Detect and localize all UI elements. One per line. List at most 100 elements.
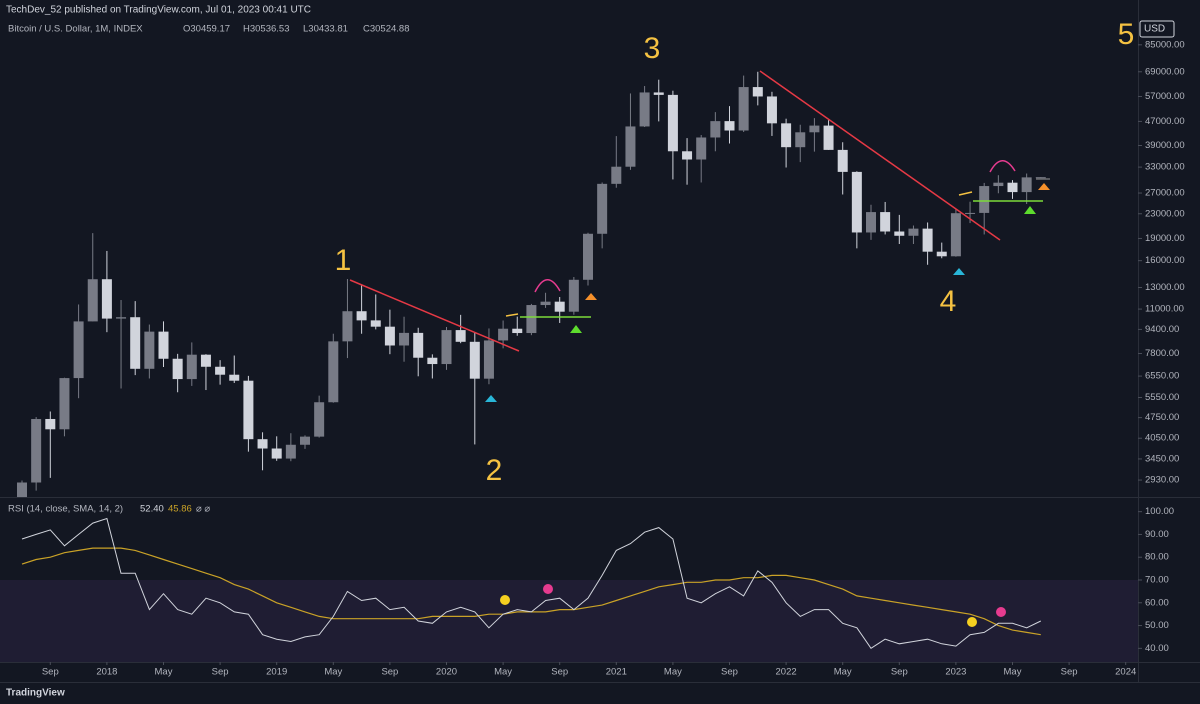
annotations: 1 2 3 4 5 — [335, 18, 1135, 487]
candle-body — [568, 279, 579, 312]
candle-body — [328, 341, 339, 403]
candle-body — [200, 354, 211, 367]
x-tick-label: 2018 — [96, 667, 117, 678]
candle-body — [257, 439, 268, 449]
y-tick-label: 4750.00 — [1145, 412, 1179, 423]
candle-body — [526, 305, 537, 334]
y-tick-label: 60.00 — [1145, 597, 1169, 608]
candle-body — [17, 482, 27, 497]
y-tick-label: 2930.00 — [1145, 475, 1179, 486]
ohlc-value: H30536.53 — [243, 24, 289, 35]
candle-body — [922, 228, 933, 252]
x-tick-label: Sep — [551, 667, 568, 678]
y-tick-label: 23000.00 — [1145, 208, 1185, 219]
rsi-dot — [500, 595, 510, 605]
publisher: TechDev_52 published on TradingView.com,… — [6, 5, 311, 16]
candle-body — [271, 448, 282, 459]
x-tick-label: Sep — [212, 667, 229, 678]
candle-body — [1021, 177, 1032, 193]
x-tick-label: Sep — [1061, 667, 1078, 678]
candle-body — [172, 358, 183, 380]
rsi-dot — [543, 584, 553, 594]
candle-body — [314, 402, 325, 437]
brand: TradingView — [6, 688, 65, 699]
x-tick-label: 2020 — [436, 667, 457, 678]
candle-body — [724, 121, 735, 131]
candle-body — [370, 320, 381, 327]
candle-body — [597, 183, 608, 234]
candle-body — [979, 186, 990, 213]
candle-body — [682, 151, 693, 160]
candle-body — [342, 311, 353, 342]
trend-line — [759, 70, 1001, 241]
candle-body — [851, 171, 862, 233]
candle-body — [696, 137, 707, 160]
signal-up — [1024, 206, 1036, 214]
candle-body — [384, 326, 395, 346]
candle-body — [399, 332, 410, 346]
wave-label: 3 — [644, 32, 661, 65]
ohlc-value: O30459.17 — [183, 24, 230, 35]
y-tick-label: 70.00 — [1145, 575, 1169, 586]
candle-body — [965, 212, 976, 214]
candle-body — [130, 317, 141, 369]
signal-up — [1038, 183, 1050, 190]
candle-body — [186, 354, 197, 380]
candle-body — [625, 126, 636, 167]
candle-body — [73, 321, 84, 379]
x-tick-label: Sep — [891, 667, 908, 678]
y-tick-label: 40.00 — [1145, 643, 1169, 654]
y-tick-label: 13000.00 — [1145, 282, 1185, 293]
rsi-line — [21, 517, 1042, 649]
rsi-band — [0, 580, 1138, 662]
signal-up — [953, 268, 965, 275]
candle-body — [936, 251, 947, 257]
candle-body — [31, 418, 42, 483]
drawings — [349, 70, 1050, 352]
y-tick-label: 69000.00 — [1145, 66, 1185, 77]
candle-body — [795, 132, 806, 148]
x-tick-label: May — [155, 667, 173, 678]
candle-body — [45, 418, 56, 430]
y-tick-label: 39000.00 — [1145, 140, 1185, 151]
ohlc-value: C30524.88 — [363, 24, 409, 35]
y-tick-label: 5550.00 — [1145, 392, 1179, 403]
candle-body — [880, 212, 891, 232]
y-tick-label: 9400.00 — [1145, 324, 1179, 335]
x-tick-label: May — [664, 667, 682, 678]
x-tick-label: May — [1004, 667, 1022, 678]
candle-body — [427, 357, 438, 365]
wave-label: 5 — [1118, 18, 1135, 51]
y-tick-label: 50.00 — [1145, 620, 1169, 631]
wave-label: 2 — [486, 454, 503, 487]
candle-body — [512, 328, 523, 334]
candle-body — [413, 332, 424, 358]
candle-body — [87, 279, 98, 322]
candles — [17, 71, 1046, 497]
rsi-value: 45.86 — [168, 504, 192, 515]
wave-label: 4 — [940, 285, 957, 318]
candle-body — [639, 92, 650, 127]
y-tick-label: 27000.00 — [1145, 188, 1185, 199]
candle-body — [285, 444, 296, 459]
trend-line — [349, 279, 520, 352]
signal-up — [570, 325, 582, 333]
y-tick-label: 100.00 — [1145, 506, 1174, 517]
candle-body — [894, 231, 905, 236]
candle-body — [1007, 182, 1018, 193]
candle-body — [498, 328, 509, 341]
candle-body — [823, 125, 834, 150]
candle-body — [667, 94, 678, 152]
marker-dash — [505, 313, 519, 317]
rsi-title: RSI (14, close, SMA, 14, 2) — [8, 504, 123, 515]
x-tick-label: Sep — [42, 667, 59, 678]
candle-body — [158, 331, 169, 359]
rsi-legend: 52.40 45.86 ⌀ ⌀ — [140, 504, 210, 515]
x-tick-label: May — [324, 667, 342, 678]
candle-body — [950, 213, 961, 257]
y-tick-label: 11000.00 — [1145, 304, 1184, 315]
x-tick-label: 2021 — [606, 667, 627, 678]
candle-body — [837, 149, 848, 172]
